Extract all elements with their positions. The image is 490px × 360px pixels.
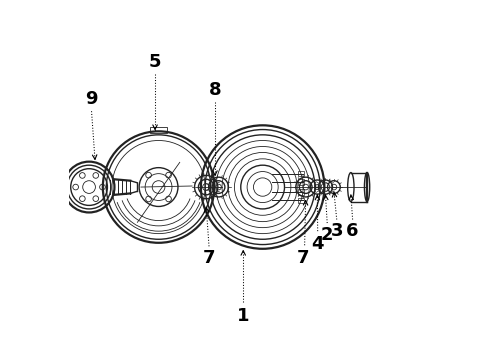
Text: 5: 5 <box>149 53 161 71</box>
Bar <box>150 127 167 133</box>
Text: 9: 9 <box>85 90 98 108</box>
Text: 4: 4 <box>312 234 324 252</box>
Bar <box>298 179 304 185</box>
Text: 2: 2 <box>321 226 334 244</box>
Text: 7: 7 <box>203 249 215 267</box>
Text: 1: 1 <box>237 307 249 325</box>
Bar <box>298 189 304 195</box>
Ellipse shape <box>365 172 370 202</box>
Text: 6: 6 <box>346 222 359 240</box>
Text: 8: 8 <box>209 81 221 99</box>
Text: 7: 7 <box>297 249 310 267</box>
Bar <box>298 198 304 203</box>
Bar <box>298 171 304 176</box>
Text: 3: 3 <box>330 222 343 240</box>
